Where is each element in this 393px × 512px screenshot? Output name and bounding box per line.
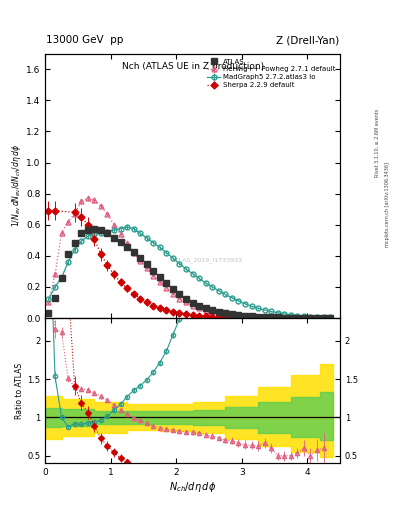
Y-axis label: $1/N_{ev}\,dN_{ev}/dN_{ch}/d\eta\,d\phi$: $1/N_{ev}\,dN_{ev}/dN_{ch}/d\eta\,d\phi$ <box>10 144 23 227</box>
Y-axis label: Ratio to ATLAS: Ratio to ATLAS <box>15 362 24 419</box>
Text: ATLAS_2019_I1733933: ATLAS_2019_I1733933 <box>172 257 243 263</box>
X-axis label: $N_{ch}/d\eta\,d\phi$: $N_{ch}/d\eta\,d\phi$ <box>169 480 216 494</box>
Text: Rivet 3.1.10, ≥ 2.6M events: Rivet 3.1.10, ≥ 2.6M events <box>375 109 380 178</box>
Legend: ATLAS, Herwig++ Powheg 2.7.1 default, MadGraph5 2.7.2.atlas3 lo, Sherpa 2.2.9 de: ATLAS, Herwig++ Powheg 2.7.1 default, Ma… <box>206 57 336 90</box>
Text: Nch (ATLAS UE in Z production): Nch (ATLAS UE in Z production) <box>121 61 264 71</box>
Text: Z (Drell-Yan): Z (Drell-Yan) <box>276 35 339 45</box>
Text: 13000 GeV  pp: 13000 GeV pp <box>46 35 124 45</box>
Text: mcplots.cern.ch [arXiv:1306.3436]: mcplots.cern.ch [arXiv:1306.3436] <box>385 162 389 247</box>
